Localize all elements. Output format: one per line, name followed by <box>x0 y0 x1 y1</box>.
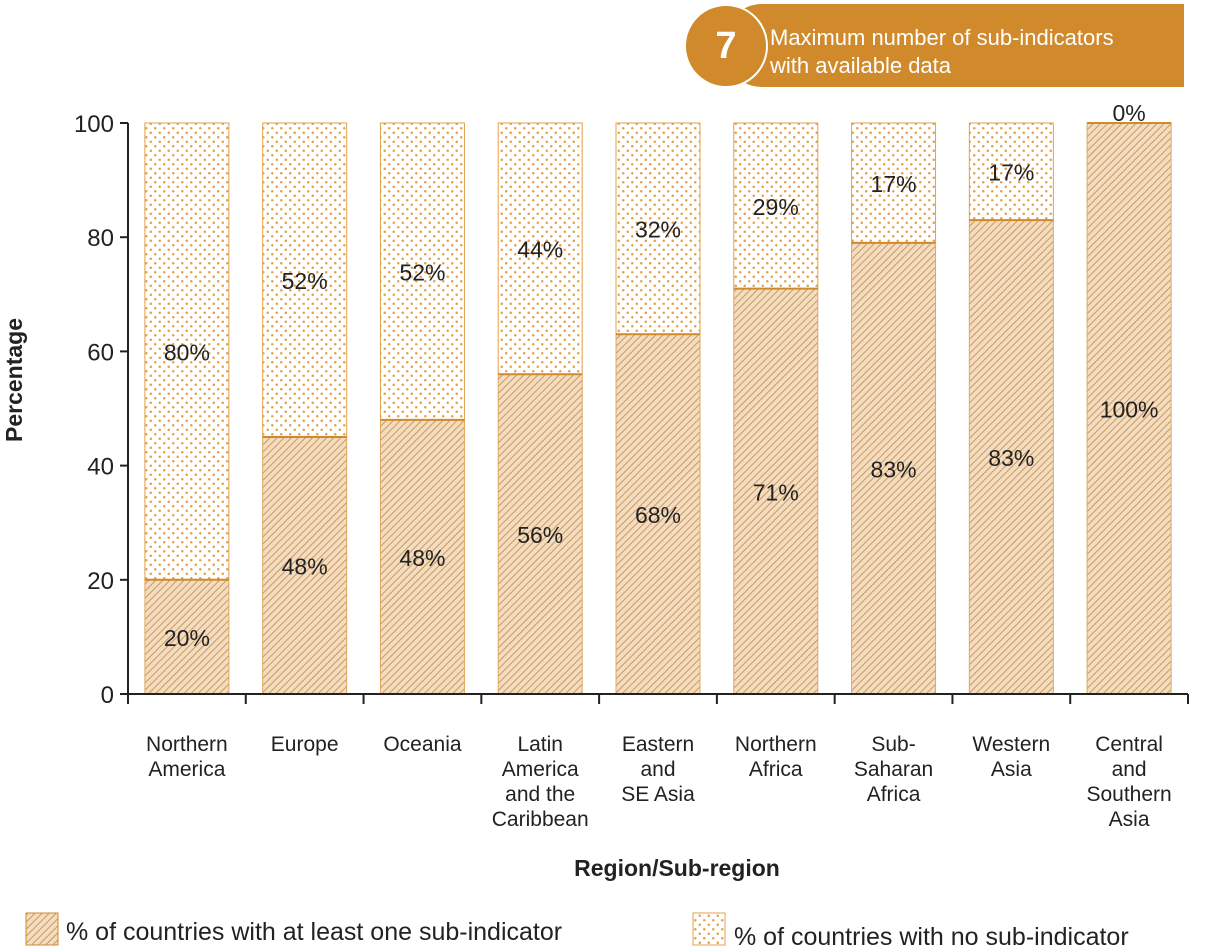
bar-no-subindicator <box>615 122 701 335</box>
x-category-label: Sub-Saharan Africa <box>854 733 933 806</box>
x-category-line: and <box>1112 758 1147 781</box>
bar-no-subindicator <box>262 122 348 438</box>
x-category-line: Northern <box>146 733 228 756</box>
data-label-with: 83% <box>988 445 1034 471</box>
legend-label-none: % of countries with no sub-indicator <box>734 923 1129 951</box>
x-category-line: and <box>640 758 675 781</box>
x-category-label: Northern Africa <box>735 733 817 781</box>
badge-caption-line2: with available data <box>770 53 952 78</box>
legend-swatch-none <box>692 912 726 946</box>
legend: % of countries with at least one sub-ind… <box>25 912 1129 951</box>
bar-no-subindicator <box>144 122 230 581</box>
x-category-line: SE Asia <box>621 783 695 806</box>
badge-bar <box>724 4 1184 87</box>
x-category-line: and the <box>505 783 575 806</box>
x-category-line: Africa <box>749 758 803 781</box>
bar-with-subindicator <box>144 579 230 695</box>
x-category-line: Western <box>972 733 1050 756</box>
y-tick-label: 60 <box>87 339 114 366</box>
x-category-line: America <box>148 758 225 781</box>
legend-label-with: % of countries with at least one sub-ind… <box>66 918 562 946</box>
x-category-line: Africa <box>867 783 921 806</box>
y-tick-label: 40 <box>87 454 114 481</box>
data-label-none: 32% <box>635 217 681 243</box>
data-label-with: 20% <box>164 625 210 651</box>
bar-with-subindicator <box>497 373 583 695</box>
x-axis-title: Region/Sub-region <box>574 855 780 881</box>
x-category-line: Eastern <box>622 733 694 756</box>
x-category-line: Latin <box>517 733 563 756</box>
legend-swatch-with <box>25 912 59 946</box>
bar-no-subindicator <box>733 122 819 290</box>
data-label-with: 100% <box>1100 397 1159 423</box>
x-category-label: Western Asia <box>972 733 1050 781</box>
x-category-line: America <box>502 758 579 781</box>
bar-with-subindicator <box>379 419 465 695</box>
bar-no-subindicator <box>851 122 937 244</box>
badge-number: 7 <box>684 4 768 88</box>
x-category-line: Sub- <box>871 733 915 756</box>
data-label-none: 80% <box>164 339 210 365</box>
bar-with-subindicator <box>1086 122 1172 695</box>
bar-with-subindicator <box>615 333 701 695</box>
data-label-with: 71% <box>753 479 799 505</box>
data-label-with: 68% <box>635 502 681 528</box>
data-label-none: 52% <box>399 259 445 285</box>
x-category-label: Eastern and SE Asia <box>621 733 695 806</box>
data-label-none: 29% <box>753 194 799 220</box>
bar-with-subindicator <box>851 242 937 695</box>
bar-no-subindicator <box>379 122 465 421</box>
data-label-with: 48% <box>282 554 328 580</box>
data-label-none: 17% <box>871 171 917 197</box>
data-label-none: 17% <box>988 160 1034 186</box>
x-category-line: Oceania <box>383 733 462 756</box>
data-label-none: 0% <box>1112 100 1145 126</box>
x-category-line: Europe <box>271 733 339 756</box>
data-label-none: 44% <box>517 237 563 263</box>
bar-with-subindicator <box>733 288 819 695</box>
y-tick-label: 0 <box>101 682 114 709</box>
data-label-none: 52% <box>282 268 328 294</box>
x-category-label: Latin America and the Caribbean <box>492 733 589 831</box>
data-label-with: 56% <box>517 522 563 548</box>
data-label-with: 83% <box>871 456 917 482</box>
bar-no-subindicator <box>497 122 583 375</box>
x-category-line: Asia <box>991 758 1032 781</box>
y-tick-label: 20 <box>87 568 114 595</box>
max-subindicators-badge: 7 Maximum number of sub-indicators with … <box>684 4 1184 88</box>
x-category-line: Asia <box>1109 808 1150 831</box>
bar-with-subindicator <box>968 219 1054 695</box>
badge-caption: Maximum number of sub-indicators with av… <box>770 24 1180 80</box>
x-category-label: Oceania <box>383 733 462 756</box>
y-tick-label: 80 <box>87 225 114 252</box>
bar-no-subindicator <box>968 122 1054 221</box>
x-category-line: Central <box>1095 733 1163 756</box>
data-label-with: 48% <box>399 545 445 571</box>
x-category-line: Southern <box>1086 783 1171 806</box>
x-category-line: Saharan <box>854 758 933 781</box>
y-tick-label: 100 <box>74 111 114 138</box>
badge-caption-line1: Maximum number of sub-indicators <box>770 25 1114 50</box>
x-category-label: Central and Southern Asia <box>1086 733 1171 831</box>
y-axis-title: Percentage <box>1 318 27 442</box>
x-category-line: Caribbean <box>492 808 589 831</box>
x-category-line: Northern <box>735 733 817 756</box>
x-category-label: Europe <box>271 733 339 756</box>
x-category-label: Northern America <box>146 733 228 781</box>
